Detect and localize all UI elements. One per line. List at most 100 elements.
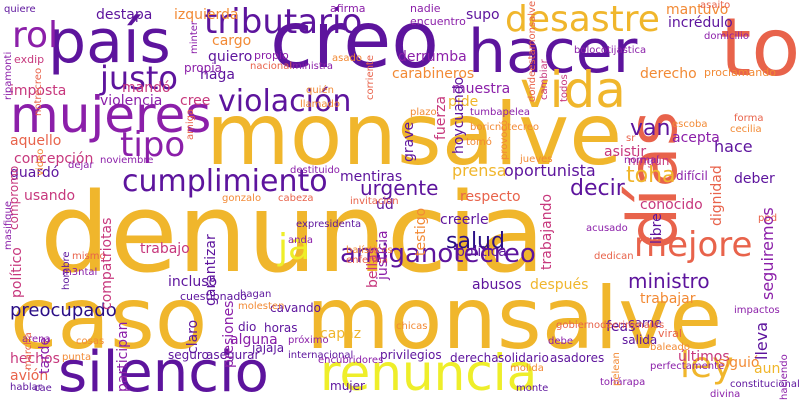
word: supo (466, 7, 500, 23)
word: denuncia (40, 169, 546, 297)
word: aun (754, 361, 781, 377)
word: debe (548, 336, 573, 347)
word: hechos (10, 351, 60, 367)
word: carabineros (392, 66, 475, 82)
word: presiones (221, 300, 237, 368)
word: incluso (168, 274, 218, 290)
word: tohárapa (600, 377, 646, 388)
word: tipo (120, 125, 186, 165)
word: cecilia (730, 124, 762, 135)
word: carne (628, 316, 662, 330)
word: hace (714, 137, 753, 156)
word: preocupado (10, 300, 117, 321)
word: asistir (604, 144, 647, 160)
word: proclamando (704, 66, 776, 79)
word: respecto (460, 189, 521, 205)
word: monte (516, 383, 549, 394)
word: impactos (734, 305, 780, 316)
word: toha (626, 163, 676, 188)
word: desastre (505, 0, 660, 40)
word: expresidenta (296, 219, 362, 230)
word: participan (115, 321, 131, 392)
word: garantizar (203, 234, 219, 306)
word: divina (710, 389, 741, 400)
word: mentiras (340, 169, 403, 185)
word: seguro (168, 348, 209, 362)
word: quiere (4, 4, 36, 15)
word: mantuvo (666, 2, 729, 18)
word: incrédulo (668, 15, 733, 31)
word: trabajando (539, 193, 555, 270)
word: molesten (238, 301, 285, 312)
word: justo (100, 59, 178, 97)
word: imposta (10, 83, 67, 99)
word: jajaja (252, 341, 285, 355)
word: destituido (290, 165, 340, 176)
word: chicas (396, 321, 428, 332)
word: punta (62, 352, 92, 363)
word: ppd (758, 213, 778, 224)
word: creerle (440, 212, 489, 228)
word: violación (218, 84, 352, 119)
word: boricnotecreo (470, 122, 540, 133)
word: cavando (270, 301, 321, 315)
word: acepta (672, 130, 720, 146)
word: feas (606, 319, 636, 335)
word: marcha (23, 332, 34, 370)
word: amiga (185, 108, 196, 140)
word: haga (200, 67, 235, 83)
word: hoycuando (451, 76, 467, 154)
word: últimos (678, 349, 730, 365)
word: masifique (3, 201, 14, 250)
word: afirma (330, 2, 366, 15)
word: guardó (10, 165, 60, 181)
word: trabajo (140, 241, 190, 257)
word: claro (185, 319, 201, 354)
word: fuerza (433, 95, 449, 140)
word: noviembre (100, 155, 154, 166)
word: bellas (365, 246, 381, 288)
word: pelean (611, 352, 622, 386)
word: nacional (250, 61, 293, 72)
word: privilegios (380, 348, 442, 362)
word: invitacion (350, 196, 399, 207)
word: dio (238, 320, 257, 334)
word: baleado (650, 342, 690, 353)
word: gonzalo (222, 193, 262, 204)
word: enferma (346, 255, 388, 266)
word: hacer (468, 17, 638, 87)
word: balísticos (346, 245, 393, 256)
word: asado (332, 53, 362, 64)
word: cree (180, 93, 211, 109)
word: capaz (320, 326, 362, 342)
word: conocido (640, 197, 703, 213)
word: forma (734, 113, 764, 124)
word: cambiar (539, 59, 550, 100)
word: mejore (634, 225, 753, 265)
word: van (630, 116, 671, 141)
word: exdip (14, 53, 45, 66)
word: llamado (300, 99, 341, 110)
word: normal (624, 155, 660, 166)
word: caso (10, 269, 208, 369)
word: alguna (230, 332, 278, 348)
word: escoba (672, 119, 708, 130)
word: ningún (628, 154, 670, 168)
word: notrecreo (33, 67, 44, 116)
word: domicilio (704, 31, 749, 42)
word: oportunista (504, 161, 596, 180)
word: rol (12, 15, 59, 56)
word: anda (288, 235, 313, 246)
word: cae (34, 383, 52, 394)
word: concepción (14, 151, 94, 167)
word: cosas (76, 336, 105, 347)
word: constitucionalmente (730, 379, 800, 390)
word: ministro (628, 269, 710, 293)
word: monsalve (306, 269, 723, 369)
word: deber (734, 171, 775, 187)
word: gobiernodecriminales (556, 320, 665, 331)
word: testigo (413, 207, 429, 256)
word: quién (306, 85, 334, 96)
word: derecho (640, 66, 697, 82)
